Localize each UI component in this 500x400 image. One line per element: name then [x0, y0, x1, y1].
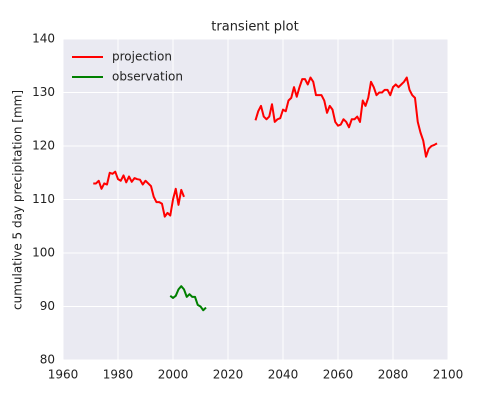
y-tick-label: 80 — [40, 353, 55, 367]
chart-title: transient plot — [211, 20, 298, 35]
y-tick-label: 130 — [32, 85, 55, 99]
x-tick-label: 2040 — [268, 368, 299, 382]
y-tick-label: 110 — [32, 192, 55, 206]
y-tick-label: 120 — [32, 139, 55, 153]
x-tick-label: 2060 — [323, 368, 354, 382]
x-tick-label: 2080 — [378, 368, 409, 382]
y-tick-label: 90 — [40, 299, 55, 313]
y-axis-label: cumulative 5 day precipitation [mm] — [11, 90, 25, 310]
y-tick-label: 140 — [32, 32, 55, 46]
x-tick-label: 2100 — [433, 368, 464, 382]
series-line — [254, 76, 438, 158]
x-tick-label: 2000 — [158, 368, 189, 382]
legend-label: observation — [112, 70, 183, 84]
x-tick-label: 2020 — [213, 368, 244, 382]
legend-label: projection — [112, 50, 172, 64]
series-line — [169, 285, 207, 312]
x-tick-label: 1980 — [103, 368, 134, 382]
x-tick-label: 1960 — [48, 368, 79, 382]
series-line — [93, 170, 185, 218]
y-tick-label: 100 — [32, 246, 55, 260]
